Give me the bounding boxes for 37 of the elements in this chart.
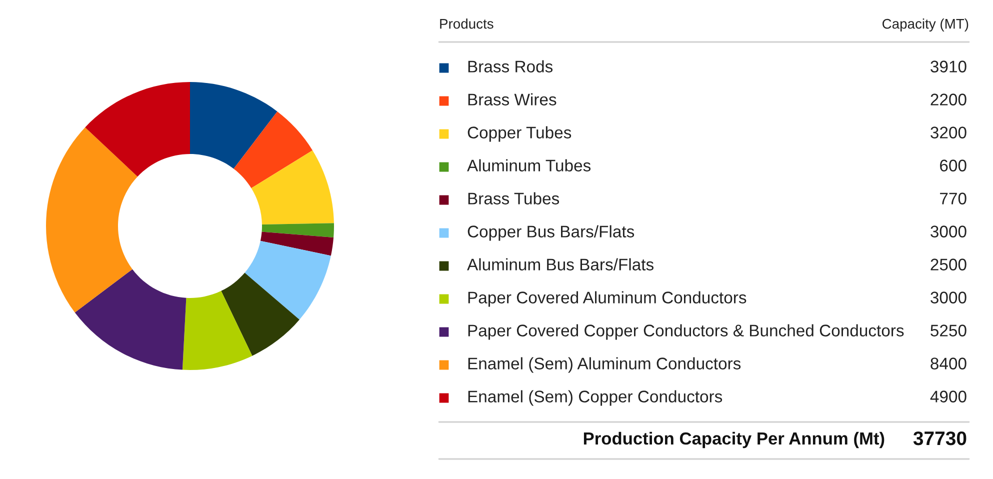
legend-label: Copper Tubes <box>468 126 572 142</box>
donut-slice <box>190 82 278 169</box>
text: 37730 <box>913 431 966 446</box>
data-label: 2500 <box>930 258 966 270</box>
text: Capacity (MT) <box>882 18 968 32</box>
data-label: 5250 <box>930 324 966 336</box>
data-label: 3000 <box>930 226 966 238</box>
legend-label: Paper Covered Aluminum Conductors <box>468 291 746 307</box>
legend-label: Brass Tubes <box>468 192 560 204</box>
donut-slice <box>74 269 186 370</box>
legend-label: Copper Bus Bars/Flats <box>468 225 634 241</box>
donut-slice <box>221 272 300 356</box>
text: Production Capacity Per Annum (Mt) <box>584 432 884 448</box>
data-label: 3910 <box>930 60 966 72</box>
legend-label: Brass Wires <box>468 93 556 106</box>
data-label: 3200 <box>930 126 966 138</box>
legend-label: Brass Rods <box>468 60 553 72</box>
data-label: 600 <box>940 160 966 172</box>
donut-slice <box>46 127 138 312</box>
data-label: 770 <box>940 192 966 204</box>
donut-slice <box>234 111 313 188</box>
donut-slice <box>85 82 190 177</box>
legend-label: Paper Covered Copper Conductors & Bunched Conductors <box>468 324 904 340</box>
legend-label: Enamel (Sem) Copper Conductors <box>468 390 722 406</box>
donut-slice <box>251 150 334 225</box>
legend-label: Enamel (Sem) Aluminum Conductors <box>468 357 741 373</box>
legend-label: Aluminum Bus Bars/Flats <box>467 258 654 270</box>
donut-slice <box>262 223 334 238</box>
data-label: 4900 <box>930 390 966 402</box>
data-label: 3000 <box>930 292 966 304</box>
data-label: 8400 <box>930 358 966 370</box>
text: Products <box>440 18 494 29</box>
donut-slice <box>244 240 331 320</box>
legend-label: Aluminum Tubes <box>467 159 591 172</box>
data-label: 2200 <box>930 94 966 106</box>
donut-slice <box>182 290 252 370</box>
donut-slice <box>260 232 334 256</box>
